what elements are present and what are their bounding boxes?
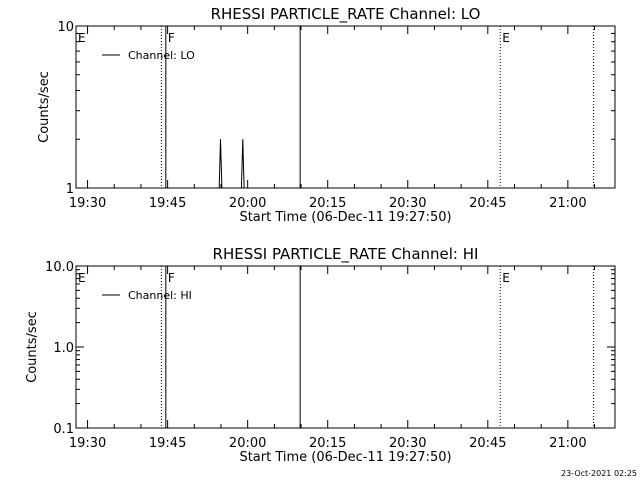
y-tick-label: 10 xyxy=(57,20,74,35)
x-axis-label: Start Time (06-Dec-11 19:27:50) xyxy=(239,450,451,465)
x-tick-label: 20:15 xyxy=(309,196,346,211)
y-axis-label: Counts/sec xyxy=(25,311,40,383)
x-tick-label: 20:45 xyxy=(469,436,506,451)
marker-label: E xyxy=(502,271,510,285)
y-tick-label: 1.0 xyxy=(53,341,74,356)
x-tick-label: 21:00 xyxy=(549,196,586,211)
y-tick-label: 0.1 xyxy=(53,422,74,437)
chart-panel-1: RHESSI PARTICLE_RATE Channel: LO Counts/s… xyxy=(37,5,616,225)
marker-label: E xyxy=(502,31,510,45)
legend-entry: Channel: HI xyxy=(128,289,192,302)
x-axis-label: Start Time (06-Dec-11 19:27:50) xyxy=(239,210,451,225)
x-tick-label: 20:00 xyxy=(229,436,266,451)
x-tick-label: 19:45 xyxy=(149,196,186,211)
x-tick-label: 21:00 xyxy=(549,436,586,451)
footer-timestamp: 23-Oct-2021 02:25 xyxy=(561,469,637,478)
x-tick-label: 20:30 xyxy=(389,436,426,451)
x-tick-label: 19:30 xyxy=(69,436,106,451)
marker-label: E xyxy=(78,31,86,45)
chart-panel-2: RHESSI PARTICLE_RATE Channel: HI Counts/s… xyxy=(25,245,616,465)
marker-label: E xyxy=(78,271,86,285)
series-line xyxy=(218,139,245,189)
y-tick-label: 1 xyxy=(66,182,74,197)
marker-label: F xyxy=(168,31,175,45)
x-tick-label: 19:30 xyxy=(69,196,106,211)
x-tick-label: 20:30 xyxy=(389,196,426,211)
x-tick-label: 20:45 xyxy=(469,196,506,211)
x-tick-label: 19:45 xyxy=(149,436,186,451)
marker-label: F xyxy=(168,271,175,285)
legend-entry: Channel: LO xyxy=(128,49,195,62)
x-tick-label: 20:00 xyxy=(229,196,266,211)
x-tick-label: 20:15 xyxy=(309,436,346,451)
chart-title: RHESSI PARTICLE_RATE Channel: HI xyxy=(213,245,479,264)
y-tick-label: 10.0 xyxy=(45,260,74,275)
y-axis-label: Counts/sec xyxy=(37,71,52,143)
chart-title: RHESSI PARTICLE_RATE Channel: LO xyxy=(211,5,481,24)
